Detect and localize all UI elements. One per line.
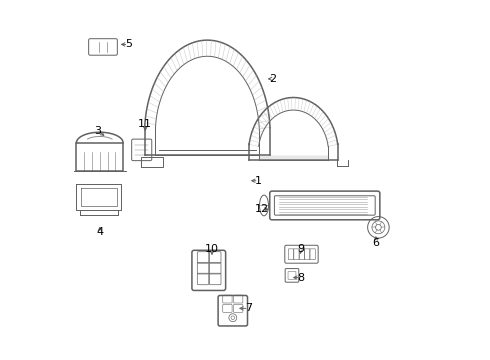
Text: 8: 8 bbox=[297, 273, 304, 283]
Text: 6: 6 bbox=[372, 238, 379, 248]
Text: 9: 9 bbox=[297, 244, 304, 254]
Text: 3: 3 bbox=[94, 126, 101, 135]
Text: 7: 7 bbox=[245, 303, 252, 314]
Text: 4: 4 bbox=[96, 227, 103, 237]
Text: 12: 12 bbox=[255, 204, 270, 215]
Text: 2: 2 bbox=[270, 74, 276, 84]
Text: 10: 10 bbox=[205, 244, 219, 254]
Text: 1: 1 bbox=[255, 176, 262, 186]
Text: 11: 11 bbox=[138, 120, 152, 129]
Text: 5: 5 bbox=[125, 40, 132, 49]
